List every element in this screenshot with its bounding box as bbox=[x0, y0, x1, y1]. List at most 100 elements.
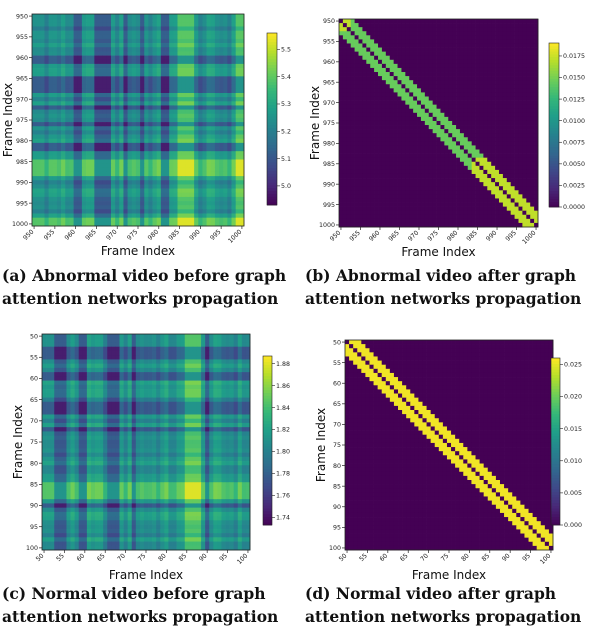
heatmap-cell bbox=[115, 113, 120, 119]
heatmap-cell bbox=[173, 113, 178, 119]
heatmap-cell bbox=[173, 22, 178, 27]
heatmap-cell bbox=[140, 68, 145, 73]
heatmap-cell bbox=[36, 134, 41, 140]
heatmap-cell bbox=[227, 47, 232, 52]
heatmap-cell bbox=[502, 35, 508, 40]
heatmap-cell bbox=[350, 76, 355, 81]
heatmap-cell bbox=[48, 205, 54, 210]
heatmap-cell bbox=[65, 30, 70, 36]
heatmap-cell bbox=[487, 165, 492, 171]
heatmap-cell bbox=[206, 188, 212, 194]
heatmap-cell bbox=[491, 67, 496, 73]
heatmap-cell bbox=[102, 38, 108, 44]
heatmap-cell bbox=[342, 120, 348, 126]
heatmap-cell bbox=[487, 129, 492, 134]
heatmap-cell bbox=[413, 96, 418, 101]
heatmap-cell bbox=[81, 217, 87, 223]
heatmap-cell bbox=[393, 194, 398, 199]
heatmap-cell bbox=[530, 19, 535, 24]
heatmap-cell bbox=[61, 117, 66, 123]
heatmap-cell bbox=[420, 112, 426, 118]
heatmap-cell bbox=[370, 92, 375, 97]
heatmap-cell bbox=[420, 96, 426, 101]
heatmap-cell bbox=[223, 176, 228, 181]
heatmap-cell bbox=[169, 88, 174, 94]
heatmap-cell bbox=[389, 165, 394, 171]
heatmap-cell bbox=[350, 19, 355, 24]
heatmap-cell bbox=[362, 27, 367, 32]
heatmap-cell bbox=[94, 217, 99, 223]
heatmap-cell bbox=[219, 184, 224, 189]
heatmap-cell bbox=[131, 113, 137, 119]
heatmap-cell bbox=[389, 55, 394, 61]
heatmap-cell bbox=[181, 43, 187, 48]
heatmap-cell bbox=[52, 97, 58, 102]
heatmap-cell bbox=[440, 23, 445, 28]
heatmap-cell bbox=[475, 182, 480, 187]
heatmap-cell bbox=[346, 133, 352, 138]
heatmap-cell bbox=[185, 113, 191, 119]
heatmap-cell bbox=[61, 30, 66, 36]
heatmap-cell bbox=[127, 176, 133, 181]
heatmap-cell bbox=[483, 194, 488, 199]
heatmap-cell bbox=[467, 47, 473, 52]
heatmap-cell bbox=[401, 59, 406, 65]
heatmap-cell bbox=[409, 35, 414, 40]
heatmap-cell bbox=[40, 147, 45, 152]
heatmap-cell bbox=[374, 120, 379, 126]
heatmap-cell bbox=[40, 167, 45, 173]
heatmap-cell bbox=[110, 138, 116, 144]
heatmap-cell bbox=[235, 171, 241, 177]
heatmap-cell bbox=[194, 76, 199, 81]
heatmap-cell bbox=[135, 184, 141, 189]
heatmap-cell bbox=[65, 72, 70, 77]
heatmap-cell bbox=[459, 125, 465, 130]
heatmap-cell bbox=[156, 163, 162, 169]
heatmap-cell bbox=[102, 171, 108, 177]
colorbar-segment bbox=[267, 70, 277, 74]
heatmap-cell bbox=[227, 201, 232, 206]
heatmap-cell bbox=[514, 100, 519, 105]
heatmap-cell bbox=[239, 59, 245, 65]
heatmap-cell bbox=[452, 19, 457, 24]
heatmap-cell bbox=[52, 155, 58, 160]
heatmap-cell bbox=[456, 19, 461, 24]
heatmap-cell bbox=[526, 173, 531, 179]
heatmap-cell bbox=[198, 34, 203, 40]
heatmap-cell bbox=[102, 142, 108, 148]
heatmap-cell bbox=[185, 205, 191, 210]
heatmap-cell bbox=[65, 80, 70, 86]
heatmap-cell bbox=[405, 182, 410, 187]
heatmap-cell bbox=[148, 68, 153, 73]
heatmap-cell bbox=[239, 209, 245, 214]
heatmap-cell bbox=[374, 157, 379, 163]
heatmap-cell bbox=[235, 130, 241, 135]
heatmap-cell bbox=[32, 51, 37, 56]
heatmap-cell bbox=[90, 88, 95, 94]
heatmap-cell bbox=[156, 92, 162, 98]
heatmap-cell bbox=[413, 182, 418, 187]
heatmap-cell bbox=[370, 84, 375, 89]
heatmap-cell bbox=[463, 31, 469, 36]
heatmap-cell bbox=[393, 157, 398, 163]
heatmap-cell bbox=[177, 217, 182, 223]
heatmap-cell bbox=[61, 76, 66, 81]
heatmap-cell bbox=[522, 92, 527, 97]
heatmap-cell bbox=[32, 59, 37, 65]
heatmap-cell bbox=[518, 104, 523, 110]
heatmap-cell bbox=[32, 126, 37, 131]
heatmap-cell bbox=[169, 196, 174, 202]
heatmap-cell bbox=[510, 39, 515, 44]
heatmap-cell bbox=[498, 108, 504, 114]
heatmap-cell bbox=[366, 157, 371, 163]
heatmap-cell bbox=[436, 96, 441, 101]
heatmap-cell bbox=[526, 137, 531, 142]
heatmap-cell bbox=[428, 96, 433, 101]
heatmap-cell bbox=[362, 55, 367, 61]
heatmap-cell bbox=[483, 169, 488, 175]
heatmap-cell bbox=[69, 30, 74, 36]
heatmap-cell bbox=[444, 173, 449, 179]
heatmap-cell bbox=[463, 92, 469, 97]
heatmap-cell bbox=[498, 43, 504, 48]
heatmap-cell bbox=[94, 151, 99, 156]
